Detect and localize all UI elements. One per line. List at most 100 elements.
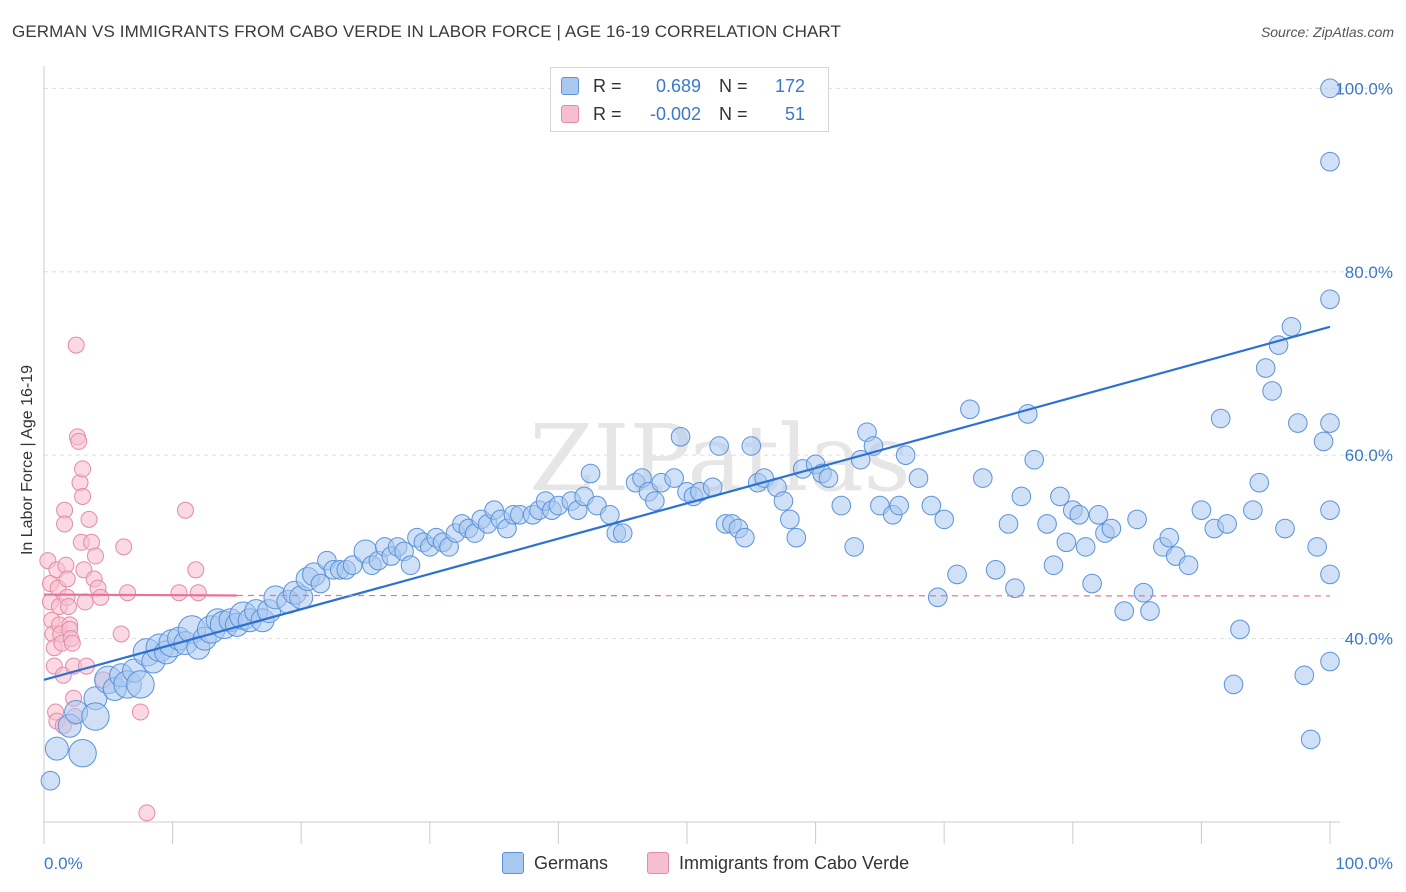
german-point bbox=[908, 468, 929, 488]
germans-regression-line bbox=[43, 325, 1331, 681]
legend-row-cabo-verde: R = -0.002 N = 51 bbox=[561, 100, 805, 128]
german-point bbox=[1243, 500, 1263, 520]
german-point bbox=[400, 555, 421, 576]
cabo-verde-point bbox=[76, 593, 94, 611]
german-point bbox=[741, 436, 762, 456]
german-point bbox=[998, 514, 1019, 534]
german-point bbox=[1011, 486, 1032, 507]
german-point bbox=[1005, 578, 1025, 598]
german-point bbox=[612, 523, 633, 543]
german-point bbox=[645, 491, 665, 511]
german-point bbox=[1320, 289, 1340, 310]
german-point bbox=[831, 495, 852, 516]
german-point bbox=[1191, 500, 1212, 520]
bottom-legend-cabo-verde: Immigrants from Cabo Verde bbox=[647, 852, 909, 874]
german-point bbox=[342, 555, 363, 576]
german-point bbox=[844, 537, 864, 557]
cabo-verde-point bbox=[189, 584, 207, 602]
y-tick-label: 80.0% bbox=[1345, 263, 1393, 282]
x-tick-label: 0.0% bbox=[44, 854, 83, 873]
german-point bbox=[310, 573, 331, 594]
german-point bbox=[1075, 537, 1096, 557]
german-point bbox=[927, 587, 948, 608]
german-point bbox=[1320, 651, 1340, 672]
german-point bbox=[40, 770, 61, 791]
bottom-legend-swatch-cabo-verde bbox=[647, 852, 669, 874]
german-point bbox=[1281, 316, 1302, 337]
regression-lines bbox=[43, 325, 1331, 681]
cabo-verde-point bbox=[71, 474, 89, 492]
cabo-verde-point bbox=[74, 487, 92, 505]
german-point bbox=[921, 495, 942, 516]
german-point bbox=[1210, 408, 1231, 429]
german-point bbox=[664, 468, 684, 488]
german-point bbox=[1288, 413, 1308, 433]
german-point bbox=[934, 509, 955, 530]
y-tick-label: 100.0% bbox=[1335, 79, 1393, 98]
german-point bbox=[1127, 509, 1147, 530]
legend-swatch-cabo-verde bbox=[561, 105, 579, 123]
german-point bbox=[1230, 619, 1250, 640]
cabo-verde-point bbox=[59, 597, 77, 615]
bottom-legend-label-cabo-verde: Immigrants from Cabo Verde bbox=[679, 852, 910, 873]
cabo-verde-point bbox=[80, 510, 98, 528]
legend-n-label: N = bbox=[719, 75, 748, 96]
legend-n-value: 172 bbox=[774, 75, 805, 96]
cabo-verde-point bbox=[56, 515, 74, 533]
legend-r-value: 0.689 bbox=[655, 75, 701, 96]
source-label: Source: ZipAtlas.com bbox=[1260, 24, 1394, 40]
german-point bbox=[889, 495, 909, 516]
cabo-verde-point bbox=[131, 703, 149, 721]
german-point bbox=[1313, 431, 1334, 452]
german-point bbox=[1262, 381, 1282, 401]
y-tick-label: 60.0% bbox=[1345, 446, 1393, 465]
german-point bbox=[1320, 564, 1340, 585]
german-point bbox=[44, 736, 69, 761]
german-point bbox=[1159, 527, 1180, 548]
tick-labels: 40.0% 60.0% 80.0% 100.0% 0.0% 100.0% bbox=[44, 79, 1393, 873]
german-point bbox=[1300, 729, 1321, 750]
bottom-legend-swatch-germans bbox=[502, 852, 524, 874]
legend-n-label: N = bbox=[719, 103, 748, 124]
german-point bbox=[1069, 504, 1090, 525]
german-point bbox=[780, 509, 800, 530]
german-point bbox=[818, 468, 839, 488]
german-point bbox=[1249, 472, 1270, 493]
german-point bbox=[580, 463, 601, 484]
german-point bbox=[895, 445, 916, 465]
german-point bbox=[1140, 601, 1160, 621]
cabo-verde-point bbox=[170, 584, 188, 602]
german-point bbox=[1217, 514, 1237, 534]
cabo-verde-point bbox=[92, 588, 110, 606]
cabo-verde-point bbox=[176, 501, 194, 519]
series-cabo-verde bbox=[39, 336, 207, 822]
legend-swatch-germans bbox=[561, 77, 579, 95]
german-point bbox=[960, 399, 980, 420]
legend-row-germans: R = 0.689 N = 172 bbox=[561, 72, 805, 100]
german-point bbox=[1320, 500, 1340, 520]
cabo-verde-point bbox=[67, 336, 85, 354]
german-point bbox=[670, 427, 691, 447]
german-point bbox=[947, 564, 967, 585]
cabo-verde-point bbox=[112, 625, 130, 643]
german-point bbox=[1320, 151, 1340, 172]
german-point bbox=[1043, 555, 1064, 576]
legend-n-value: 51 bbox=[784, 103, 805, 124]
german-point bbox=[81, 702, 110, 731]
german-point bbox=[1275, 518, 1295, 539]
german-point bbox=[1056, 532, 1077, 553]
german-point bbox=[68, 739, 97, 768]
axes bbox=[43, 66, 1340, 844]
cabo-verde-point bbox=[86, 547, 104, 565]
german-point bbox=[972, 468, 993, 488]
y-tick-label: 40.0% bbox=[1345, 630, 1393, 649]
german-point bbox=[1320, 413, 1340, 433]
x-tick-label: 100.0% bbox=[1335, 854, 1393, 873]
german-point bbox=[1050, 486, 1070, 507]
german-point bbox=[1037, 514, 1057, 534]
chart-title: GERMAN VS IMMIGRANTS FROM CABO VERDE IN … bbox=[12, 22, 841, 41]
bottom-legend: Germans Immigrants from Cabo Verde bbox=[0, 852, 1406, 878]
cabo-verde-point bbox=[58, 570, 76, 588]
german-point bbox=[600, 504, 620, 525]
cabo-verde-point bbox=[74, 460, 92, 478]
